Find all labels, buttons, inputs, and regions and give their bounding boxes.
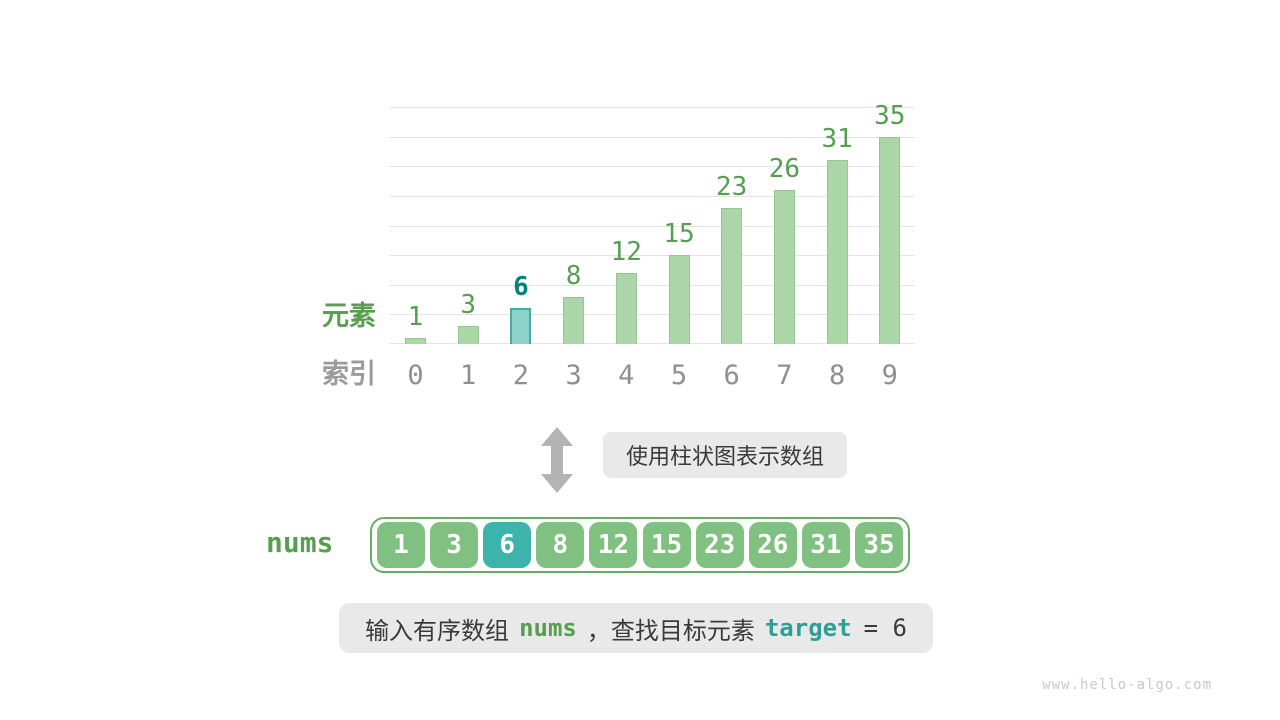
- x-tick-label: 4: [618, 360, 635, 391]
- chart-bar-0: [405, 338, 426, 344]
- chart-bar-3: [563, 297, 585, 344]
- y-axis-label: 元素: [322, 301, 376, 331]
- chart-bar-8: [826, 160, 848, 344]
- up-down-arrow-icon: [541, 427, 573, 493]
- gridline: [389, 166, 915, 168]
- array-cell-1: 3: [430, 522, 479, 568]
- bar-value-label: 12: [610, 237, 642, 267]
- array-cell-9: 35: [854, 522, 903, 568]
- array-cell-8: 31: [801, 522, 850, 568]
- chart-caption: 使用柱状图表示数组: [603, 432, 847, 478]
- x-tick-label: 6: [723, 360, 740, 391]
- statement-code-nums: nums: [519, 614, 577, 642]
- bar-value-label: 6: [513, 272, 529, 302]
- chart-bar-6: [721, 208, 743, 344]
- bar-chart: 1 3 6 8 12 15 23 26 31 35: [389, 103, 915, 344]
- array-cell-5: 15: [642, 522, 691, 568]
- x-tick-label: 0: [407, 360, 424, 391]
- gridline: [389, 225, 915, 227]
- chart-bar-4: [615, 273, 637, 344]
- chart-bar-1: [457, 326, 479, 344]
- array-cell-0: 1: [377, 522, 425, 568]
- bar-value-label: 1: [407, 302, 424, 332]
- bar-value-label: 31: [821, 124, 853, 154]
- array-cell-6: 23: [695, 522, 744, 568]
- array-cell-7: 26: [748, 522, 797, 568]
- bar-value-label: 3: [460, 290, 477, 320]
- bar-value-label: 15: [663, 219, 695, 249]
- x-tick-label: 8: [828, 360, 846, 391]
- chart-bar-5: [668, 255, 690, 344]
- watermark: www.hello-algo.com: [1042, 677, 1212, 693]
- gridline: [389, 136, 915, 138]
- gridline: [389, 343, 915, 344]
- gridline: [389, 195, 915, 197]
- bar-value-label: 35: [874, 101, 906, 131]
- array-container: 1 3 6 8 12 15 23 26 31 35: [370, 517, 910, 573]
- x-tick-label: 3: [565, 360, 582, 391]
- gridline: [389, 107, 915, 108]
- x-tick-label: 5: [670, 360, 688, 391]
- x-tick-label: 1: [460, 360, 477, 391]
- x-tick-label: 9: [881, 360, 898, 391]
- chart-bar-9: [879, 137, 901, 344]
- array-name-label: nums: [266, 526, 334, 559]
- gridline: [389, 284, 915, 286]
- chart-bar-2: [510, 308, 532, 344]
- bar-value-label: 8: [565, 261, 582, 291]
- statement-code-target: target: [764, 614, 852, 642]
- gridline: [389, 255, 915, 257]
- statement-text-3: = 6: [863, 614, 907, 642]
- x-tick-label: 2: [512, 360, 530, 391]
- bar-value-label: 23: [716, 172, 748, 202]
- statement-box: 输入有序数组 nums ，查找目标元素 target = 6: [339, 603, 933, 653]
- array-cell-4: 12: [589, 522, 638, 568]
- x-axis-label: 索引: [322, 359, 376, 389]
- bar-value-label: 26: [768, 154, 801, 184]
- gridline: [389, 314, 915, 316]
- array-cell-3: 8: [536, 522, 585, 568]
- x-axis-ticks: 0 1 2 3 4 5 6 7 8 9: [389, 360, 915, 392]
- chart-bar-7: [773, 190, 795, 344]
- statement-text-2: ，查找目标元素: [586, 617, 755, 645]
- statement-text-1: 输入有序数组: [365, 617, 510, 645]
- array-cell-2: 6: [483, 522, 532, 568]
- x-tick-label: 7: [776, 360, 793, 391]
